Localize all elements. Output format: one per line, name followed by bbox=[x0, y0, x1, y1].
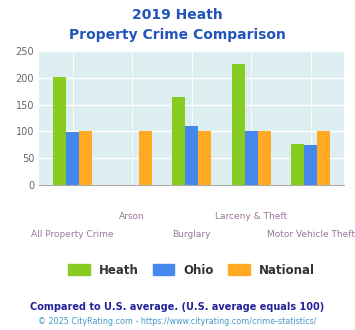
Bar bbox=[245, 131, 258, 185]
Text: Arson: Arson bbox=[119, 212, 145, 220]
Text: Compared to U.S. average. (U.S. average equals 100): Compared to U.S. average. (U.S. average … bbox=[31, 302, 324, 312]
Text: Burglary: Burglary bbox=[173, 230, 211, 239]
Bar bbox=[172, 97, 185, 185]
Bar bbox=[139, 131, 152, 185]
Bar bbox=[185, 126, 198, 185]
Bar bbox=[53, 77, 66, 185]
Bar bbox=[317, 131, 331, 185]
Text: All Property Crime: All Property Crime bbox=[31, 230, 114, 239]
Bar bbox=[304, 145, 317, 185]
Bar bbox=[79, 131, 92, 185]
Text: Property Crime Comparison: Property Crime Comparison bbox=[69, 28, 286, 42]
Bar bbox=[231, 64, 245, 185]
Bar bbox=[198, 131, 211, 185]
Bar bbox=[291, 144, 304, 185]
Text: Motor Vehicle Theft: Motor Vehicle Theft bbox=[267, 230, 355, 239]
Bar bbox=[66, 132, 79, 185]
Text: © 2025 CityRating.com - https://www.cityrating.com/crime-statistics/: © 2025 CityRating.com - https://www.city… bbox=[38, 317, 317, 326]
Bar bbox=[258, 131, 271, 185]
Text: 2019 Heath: 2019 Heath bbox=[132, 8, 223, 22]
Text: Larceny & Theft: Larceny & Theft bbox=[215, 212, 287, 220]
Legend: Heath, Ohio, National: Heath, Ohio, National bbox=[65, 260, 318, 280]
